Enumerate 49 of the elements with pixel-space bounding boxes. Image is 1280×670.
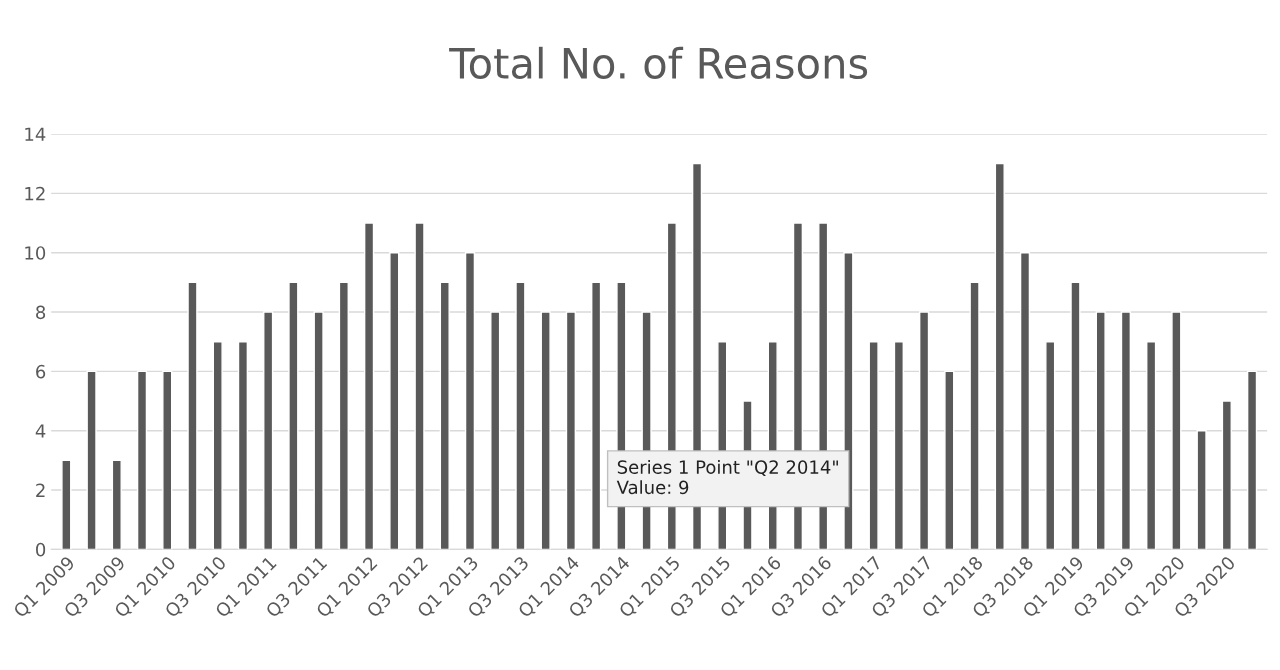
bar xyxy=(490,311,501,550)
bar xyxy=(162,370,173,550)
bar xyxy=(1120,311,1132,550)
bar xyxy=(263,311,274,550)
bar xyxy=(1095,311,1106,550)
y-tick-label: 8 xyxy=(36,305,46,320)
annotation: Series 1 Point "Q2 2014" Value: 9 xyxy=(616,459,838,495)
bar xyxy=(212,341,223,550)
bar xyxy=(288,281,299,550)
bar xyxy=(187,281,198,550)
bar xyxy=(540,311,551,550)
bar xyxy=(363,222,375,550)
bar xyxy=(1196,430,1207,550)
y-tick-label: 10 xyxy=(25,246,46,260)
bar xyxy=(414,222,425,550)
bar xyxy=(1246,370,1258,550)
chart-title: Total No. of Reasons xyxy=(449,46,868,80)
bar xyxy=(918,311,930,550)
bar xyxy=(944,370,955,550)
bar xyxy=(868,341,879,550)
y-tick-label: 2 xyxy=(36,483,45,497)
y-tick-label: 6 xyxy=(36,364,46,379)
bar xyxy=(591,281,602,550)
bar xyxy=(313,311,324,550)
y-tick-label: 4 xyxy=(35,424,46,438)
bar xyxy=(86,370,97,550)
bar xyxy=(1045,341,1056,550)
bar xyxy=(843,251,854,550)
bar xyxy=(969,281,980,550)
bar xyxy=(1146,341,1157,550)
bar xyxy=(893,341,904,550)
bar xyxy=(1221,400,1232,550)
bar xyxy=(994,162,1005,550)
y-tick-label: 12 xyxy=(25,186,45,201)
y-tick-label: 0 xyxy=(36,542,46,557)
bar xyxy=(515,281,526,550)
bar xyxy=(1019,251,1031,550)
bar xyxy=(136,370,148,550)
bar xyxy=(389,251,400,550)
bar xyxy=(439,281,450,550)
bar xyxy=(338,281,349,550)
y-tick-label: 14 xyxy=(25,127,46,141)
bar xyxy=(565,311,577,550)
bar xyxy=(1070,281,1081,550)
bar xyxy=(61,459,72,550)
bar xyxy=(464,251,476,550)
bar xyxy=(111,459,122,550)
bar xyxy=(1171,311,1182,550)
bar xyxy=(237,341,249,550)
